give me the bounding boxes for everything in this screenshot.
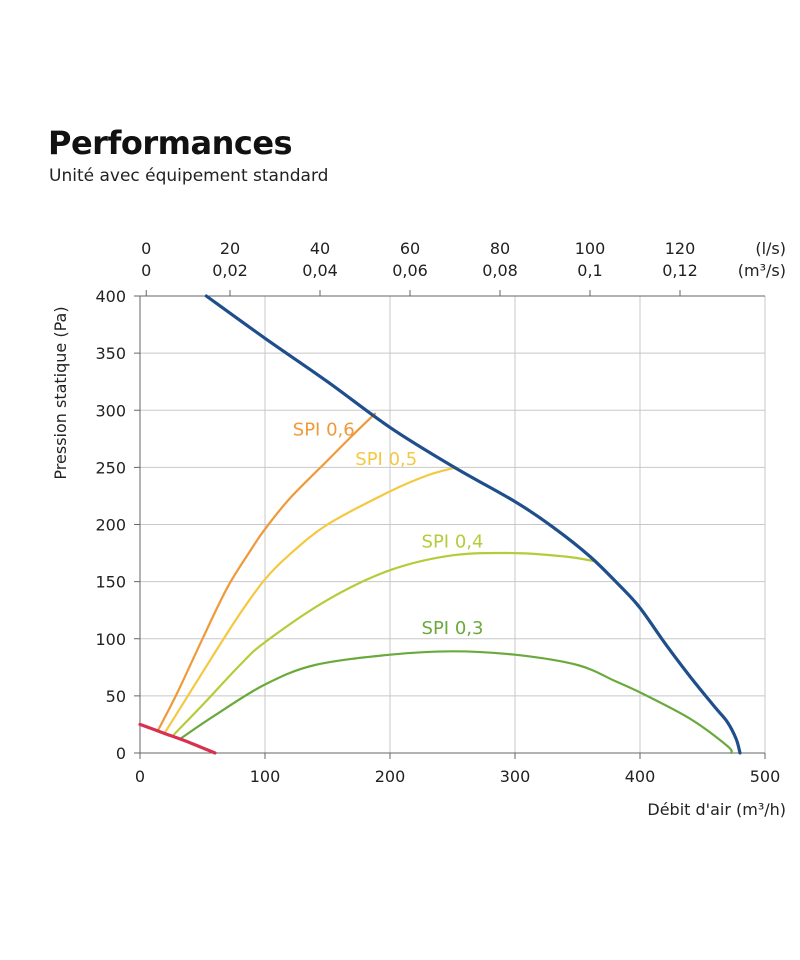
series-line-spi-0-4 [172,551,595,736]
top-tick-label-ls: 40 [310,239,330,258]
series-line [138,722,217,755]
chart-series [138,294,742,755]
top-tick-label-ls: 100 [575,239,606,258]
y-tick-label: 200 [95,516,126,535]
y-tick-label: 250 [95,458,126,477]
top-tick-label-ls: 60 [400,239,420,258]
chart-grid [140,295,766,753]
y-tick-label: 0 [116,744,126,763]
y-tick-label: 300 [95,401,126,420]
x-tick-label: 0 [135,767,145,786]
series-line-spi-0-6 [156,412,377,733]
page-title: Performances [48,124,293,162]
y-tick-label: 50 [106,687,126,706]
y-axis-label: Pression statique (Pa) [51,306,70,479]
x-tick-label: 100 [250,767,281,786]
x-tick-label: 200 [375,767,406,786]
series-label: SPI 0,3 [422,618,484,639]
series-label: SPI 0,5 [355,449,417,470]
top-axis-unit-m3s: (m³/s) [738,261,786,280]
top-tick-label-ls: 80 [490,239,510,258]
series-line [204,294,742,755]
top-tick-label-ls: 120 [665,239,696,258]
top-tick-label-m3s: 0 [141,261,151,280]
x-axis-label: Débit d'air (m³/h) [647,800,786,819]
page-subtitle: Unité avec équipement standard [49,166,329,186]
series-label: SPI 0,4 [422,531,484,552]
y-tick-label: 400 [95,287,126,306]
top-axis-unit-ls: (l/s) [755,239,786,258]
top-tick-label-m3s: 0,08 [482,261,518,280]
top-tick-label-m3s: 0,04 [302,261,338,280]
series-label: SPI 0,6 [293,419,355,440]
top-tick-label-m3s: 0,06 [392,261,428,280]
series-line-spi-0-3 [180,650,733,755]
y-tick-label: 100 [95,630,126,649]
top-tick-label-m3s: 0,12 [662,261,698,280]
top-tick-label-m3s: 0,1 [577,261,602,280]
x-tick-label: 500 [750,767,781,786]
x-tick-label: 300 [500,767,531,786]
top-tick-label-ls: 0 [141,239,151,258]
top-tick-label-ls: 20 [220,239,240,258]
y-tick-label: 350 [95,344,126,363]
y-tick-label: 150 [95,573,126,592]
x-tick-label: 400 [625,767,656,786]
series-line-spi-0-5 [163,466,458,734]
top-tick-label-m3s: 0,02 [212,261,248,280]
